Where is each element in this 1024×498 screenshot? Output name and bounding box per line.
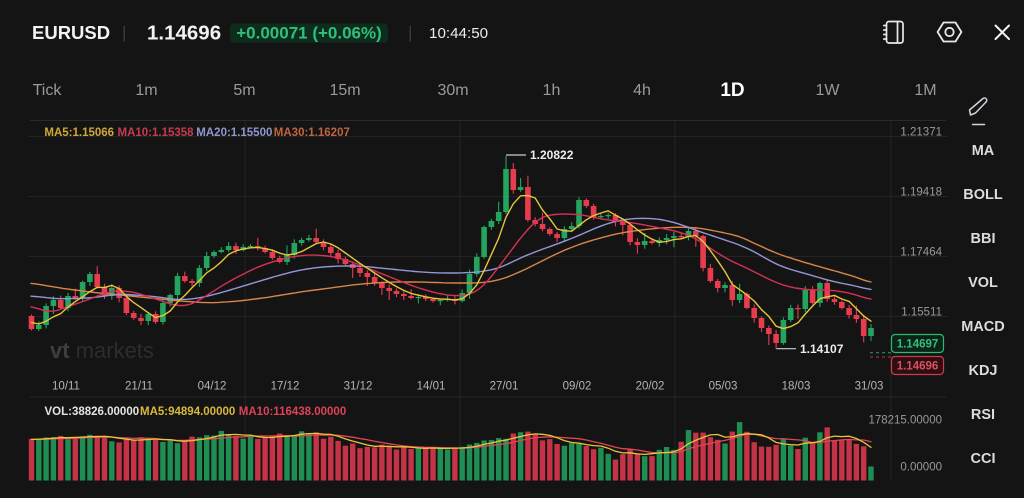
svg-text:CCI: CCI: [971, 451, 996, 467]
svg-text:VOL: VOL: [968, 275, 998, 291]
svg-text:17/12: 17/12: [271, 381, 300, 393]
svg-text:1.14107: 1.14107: [800, 342, 844, 356]
svg-text:1h: 1h: [543, 82, 561, 99]
svg-text:KDJ: KDJ: [968, 363, 997, 379]
svg-text:5m: 5m: [233, 82, 255, 99]
svg-text:4h: 4h: [633, 82, 651, 99]
svg-text:|: |: [122, 23, 126, 42]
svg-text:05/03: 05/03: [709, 381, 738, 393]
svg-text:10/11: 10/11: [52, 381, 80, 393]
svg-text:20/02: 20/02: [636, 381, 665, 393]
svg-text:27/01: 27/01: [490, 381, 519, 393]
svg-text:0.00000: 0.00000: [900, 462, 942, 474]
svg-text:1m: 1m: [135, 82, 157, 99]
svg-text:14/01: 14/01: [417, 381, 446, 393]
svg-text:1.14696: 1.14696: [147, 22, 221, 45]
svg-text:1.17464: 1.17464: [900, 247, 942, 259]
svg-text:RSI: RSI: [971, 407, 995, 423]
svg-text:1.21371: 1.21371: [900, 127, 942, 139]
svg-text:1M: 1M: [914, 82, 936, 99]
svg-text:MACD: MACD: [961, 319, 1005, 335]
svg-text:18/03: 18/03: [782, 381, 811, 393]
svg-text:04/12: 04/12: [198, 381, 227, 393]
svg-text:10:44:50: 10:44:50: [429, 25, 488, 42]
svg-text:09/02: 09/02: [563, 381, 592, 393]
svg-text:1.14697: 1.14697: [897, 339, 939, 351]
svg-text:31/03: 31/03: [855, 381, 884, 393]
svg-text:15m: 15m: [329, 82, 360, 99]
svg-text:Tick: Tick: [33, 82, 63, 99]
svg-text:EURUSD: EURUSD: [32, 22, 110, 43]
svg-text:1D: 1D: [720, 80, 744, 101]
svg-text:21/11: 21/11: [125, 381, 153, 393]
svg-text:BOLL: BOLL: [963, 187, 1003, 203]
svg-text:1W: 1W: [816, 82, 841, 99]
svg-text:BBI: BBI: [971, 231, 996, 247]
svg-text:VOL:38826.00000MA5:94894.00000: VOL:38826.00000MA5:94894.00000 MA10:11643…: [45, 406, 347, 418]
svg-text:178215.00000: 178215.00000: [868, 415, 942, 427]
svg-text:MA: MA: [972, 143, 995, 159]
svg-text:+0.00071 (+0.06%): +0.00071 (+0.06%): [236, 23, 382, 42]
svg-text:30m: 30m: [437, 82, 468, 99]
svg-text:|: |: [408, 23, 412, 42]
svg-text:1.20822: 1.20822: [530, 148, 574, 162]
svg-text:1.19418: 1.19418: [900, 187, 942, 199]
svg-text:31/12: 31/12: [344, 381, 373, 393]
svg-text:1.15511: 1.15511: [901, 307, 942, 319]
svg-text:1.14696: 1.14696: [897, 361, 939, 373]
svg-text:vt markets: vt markets: [50, 338, 154, 363]
